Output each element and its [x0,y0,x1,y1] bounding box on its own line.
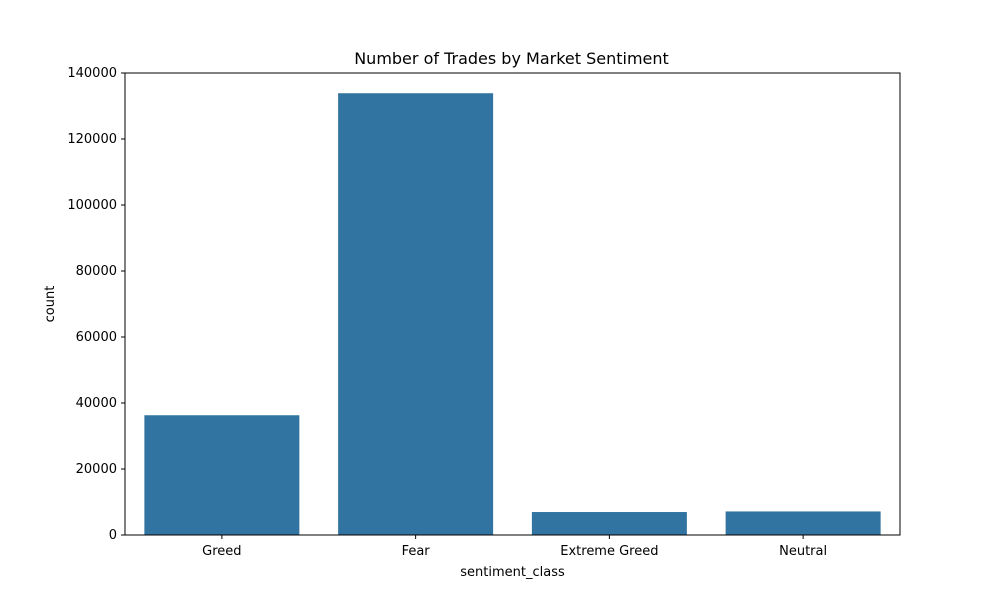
bar-extreme-greed [531,512,687,535]
y-tick-label: 20000 [76,462,117,477]
bar-fear [338,93,494,535]
y-axis-label: count [43,286,58,323]
y-tick-label: 100000 [67,198,117,213]
x-tick-label: Neutral [779,544,827,559]
y-tick-label: 140000 [67,66,117,81]
bar-neutral [725,511,881,535]
chart-title: Number of Trades by Market Sentiment [354,49,669,68]
x-axis-label: sentiment_class [460,565,565,580]
x-axis: Greed Fear Extreme Greed Neutral [202,535,827,559]
bars-group [144,93,881,535]
x-tick-label: Extreme Greed [560,544,658,559]
plot-frame [124,72,901,536]
y-tick-label: 60000 [76,330,117,345]
y-tick-label: 120000 [67,132,117,147]
y-tick-label: 0 [109,528,117,543]
y-tick-label: 40000 [76,396,117,411]
x-tick-label: Greed [202,544,241,559]
y-tick-label: 80000 [76,264,117,279]
bar-greed [144,415,300,535]
x-tick-label: Fear [402,544,431,559]
y-axis: 0 20000 40000 60000 80000 100000 120000 140000 [67,66,125,543]
